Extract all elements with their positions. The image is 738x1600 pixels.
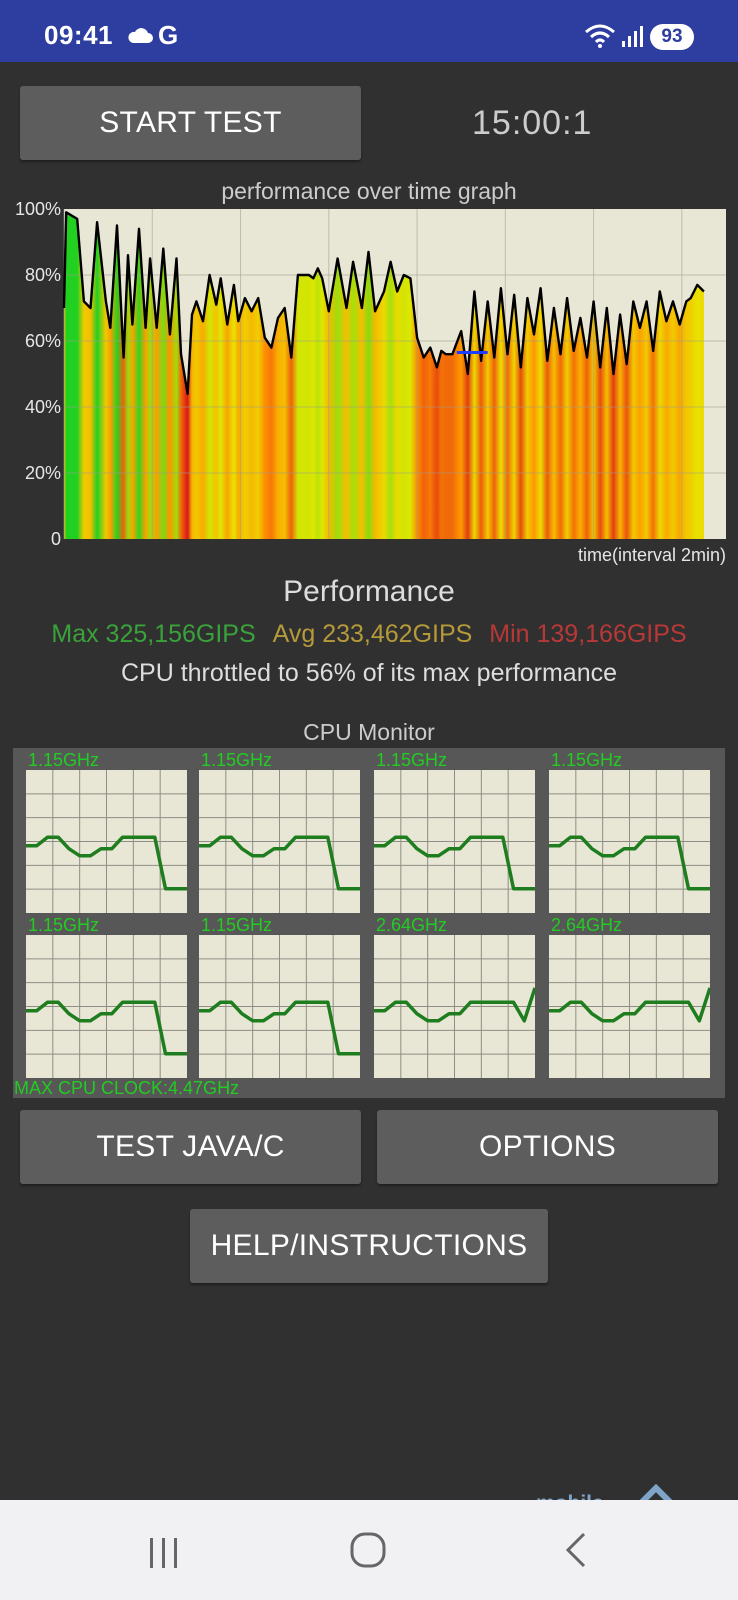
- cpu-monitor-panel: MAX CPU CLOCK:4.47GHz 1.15GHz 1.15GHz 1.15…: [13, 748, 725, 1098]
- performance-area: [64, 212, 704, 540]
- core-frequency-label: 2.64GHz: [551, 915, 623, 935]
- core-frequency-label: 2.64GHz: [376, 915, 448, 935]
- core-frequency-line: [199, 835, 360, 891]
- performance-chart: 100% 80% 60% 40% 20% 0 time(interval 2min): [15, 200, 726, 565]
- cloud-icon: [128, 28, 153, 43]
- home-icon[interactable]: [348, 1530, 388, 1570]
- test-java-button[interactable]: TEST JAVA/C: [20, 1110, 361, 1184]
- core-frequency-line: [26, 1000, 187, 1056]
- core-frequency-label: 1.15GHz: [28, 915, 100, 935]
- core-graph: [374, 935, 535, 1078]
- core-frequency-label: 1.15GHz: [201, 750, 273, 770]
- core-graph: [26, 935, 187, 1078]
- test-timer: 15:00:1: [472, 104, 593, 142]
- core-frequency-label: 1.15GHz: [28, 750, 100, 770]
- max-performance: Max 325,156GIPS: [51, 620, 256, 648]
- core-graph: [199, 935, 360, 1078]
- status-bar: 09:41 G 93: [0, 0, 738, 62]
- max-cpu-clock: MAX CPU CLOCK:4.47GHz: [14, 1078, 240, 1098]
- x-axis-label: time(interval 2min): [578, 545, 726, 565]
- y-tick-label: 0: [51, 529, 61, 549]
- graph-title: performance over time graph: [221, 178, 517, 204]
- core-frequency-label: 1.15GHz: [551, 750, 623, 770]
- navigation-bar: [0, 1500, 738, 1600]
- throttle-summary: CPU throttled to 56% of its max performa…: [120, 659, 618, 687]
- core-frequency-line: [549, 835, 710, 891]
- start-test-button[interactable]: START TEST: [20, 86, 361, 160]
- y-tick-label: 40%: [25, 397, 61, 417]
- core-frequency-label: 1.15GHz: [376, 750, 448, 770]
- core-frequency-line: [374, 835, 535, 891]
- wifi-icon: [585, 24, 615, 48]
- core-frequency-line: [549, 987, 710, 1023]
- core-frequency-line: [26, 835, 187, 891]
- back-icon[interactable]: [560, 1530, 590, 1570]
- y-tick-label: 80%: [25, 265, 61, 285]
- core-graph: [374, 770, 535, 913]
- performance-line: [62, 211, 705, 395]
- core-graph: [549, 770, 710, 913]
- y-tick-label: 100%: [15, 200, 61, 219]
- y-tick-label: 20%: [25, 463, 61, 483]
- core-graph: [549, 935, 710, 1078]
- core-graph: [199, 770, 360, 913]
- performance-heading: Performance: [283, 575, 455, 608]
- battery-badge: 93: [650, 24, 694, 50]
- signal-icon: [622, 26, 643, 47]
- recents-icon[interactable]: [144, 1536, 184, 1570]
- network-type: G: [158, 20, 179, 50]
- core-frequency-label: 1.15GHz: [201, 915, 273, 935]
- help-instructions-button[interactable]: HELP/INSTRUCTIONS: [190, 1209, 548, 1283]
- core-frequency-line: [199, 1000, 360, 1056]
- core-frequency-line: [374, 987, 535, 1023]
- y-tick-label: 60%: [25, 331, 61, 351]
- core-graph: [26, 770, 187, 913]
- cpu-monitor-title: CPU Monitor: [303, 719, 435, 745]
- performance-stats: Max 325,156GIPS Avg 233,462GIPS Min 139,…: [0, 620, 738, 649]
- min-performance: Min 139,166GIPS: [489, 620, 687, 648]
- avg-performance: Avg 233,462GIPS: [272, 620, 473, 648]
- options-button[interactable]: OPTIONS: [377, 1110, 718, 1184]
- status-time: 09:41: [44, 20, 113, 50]
